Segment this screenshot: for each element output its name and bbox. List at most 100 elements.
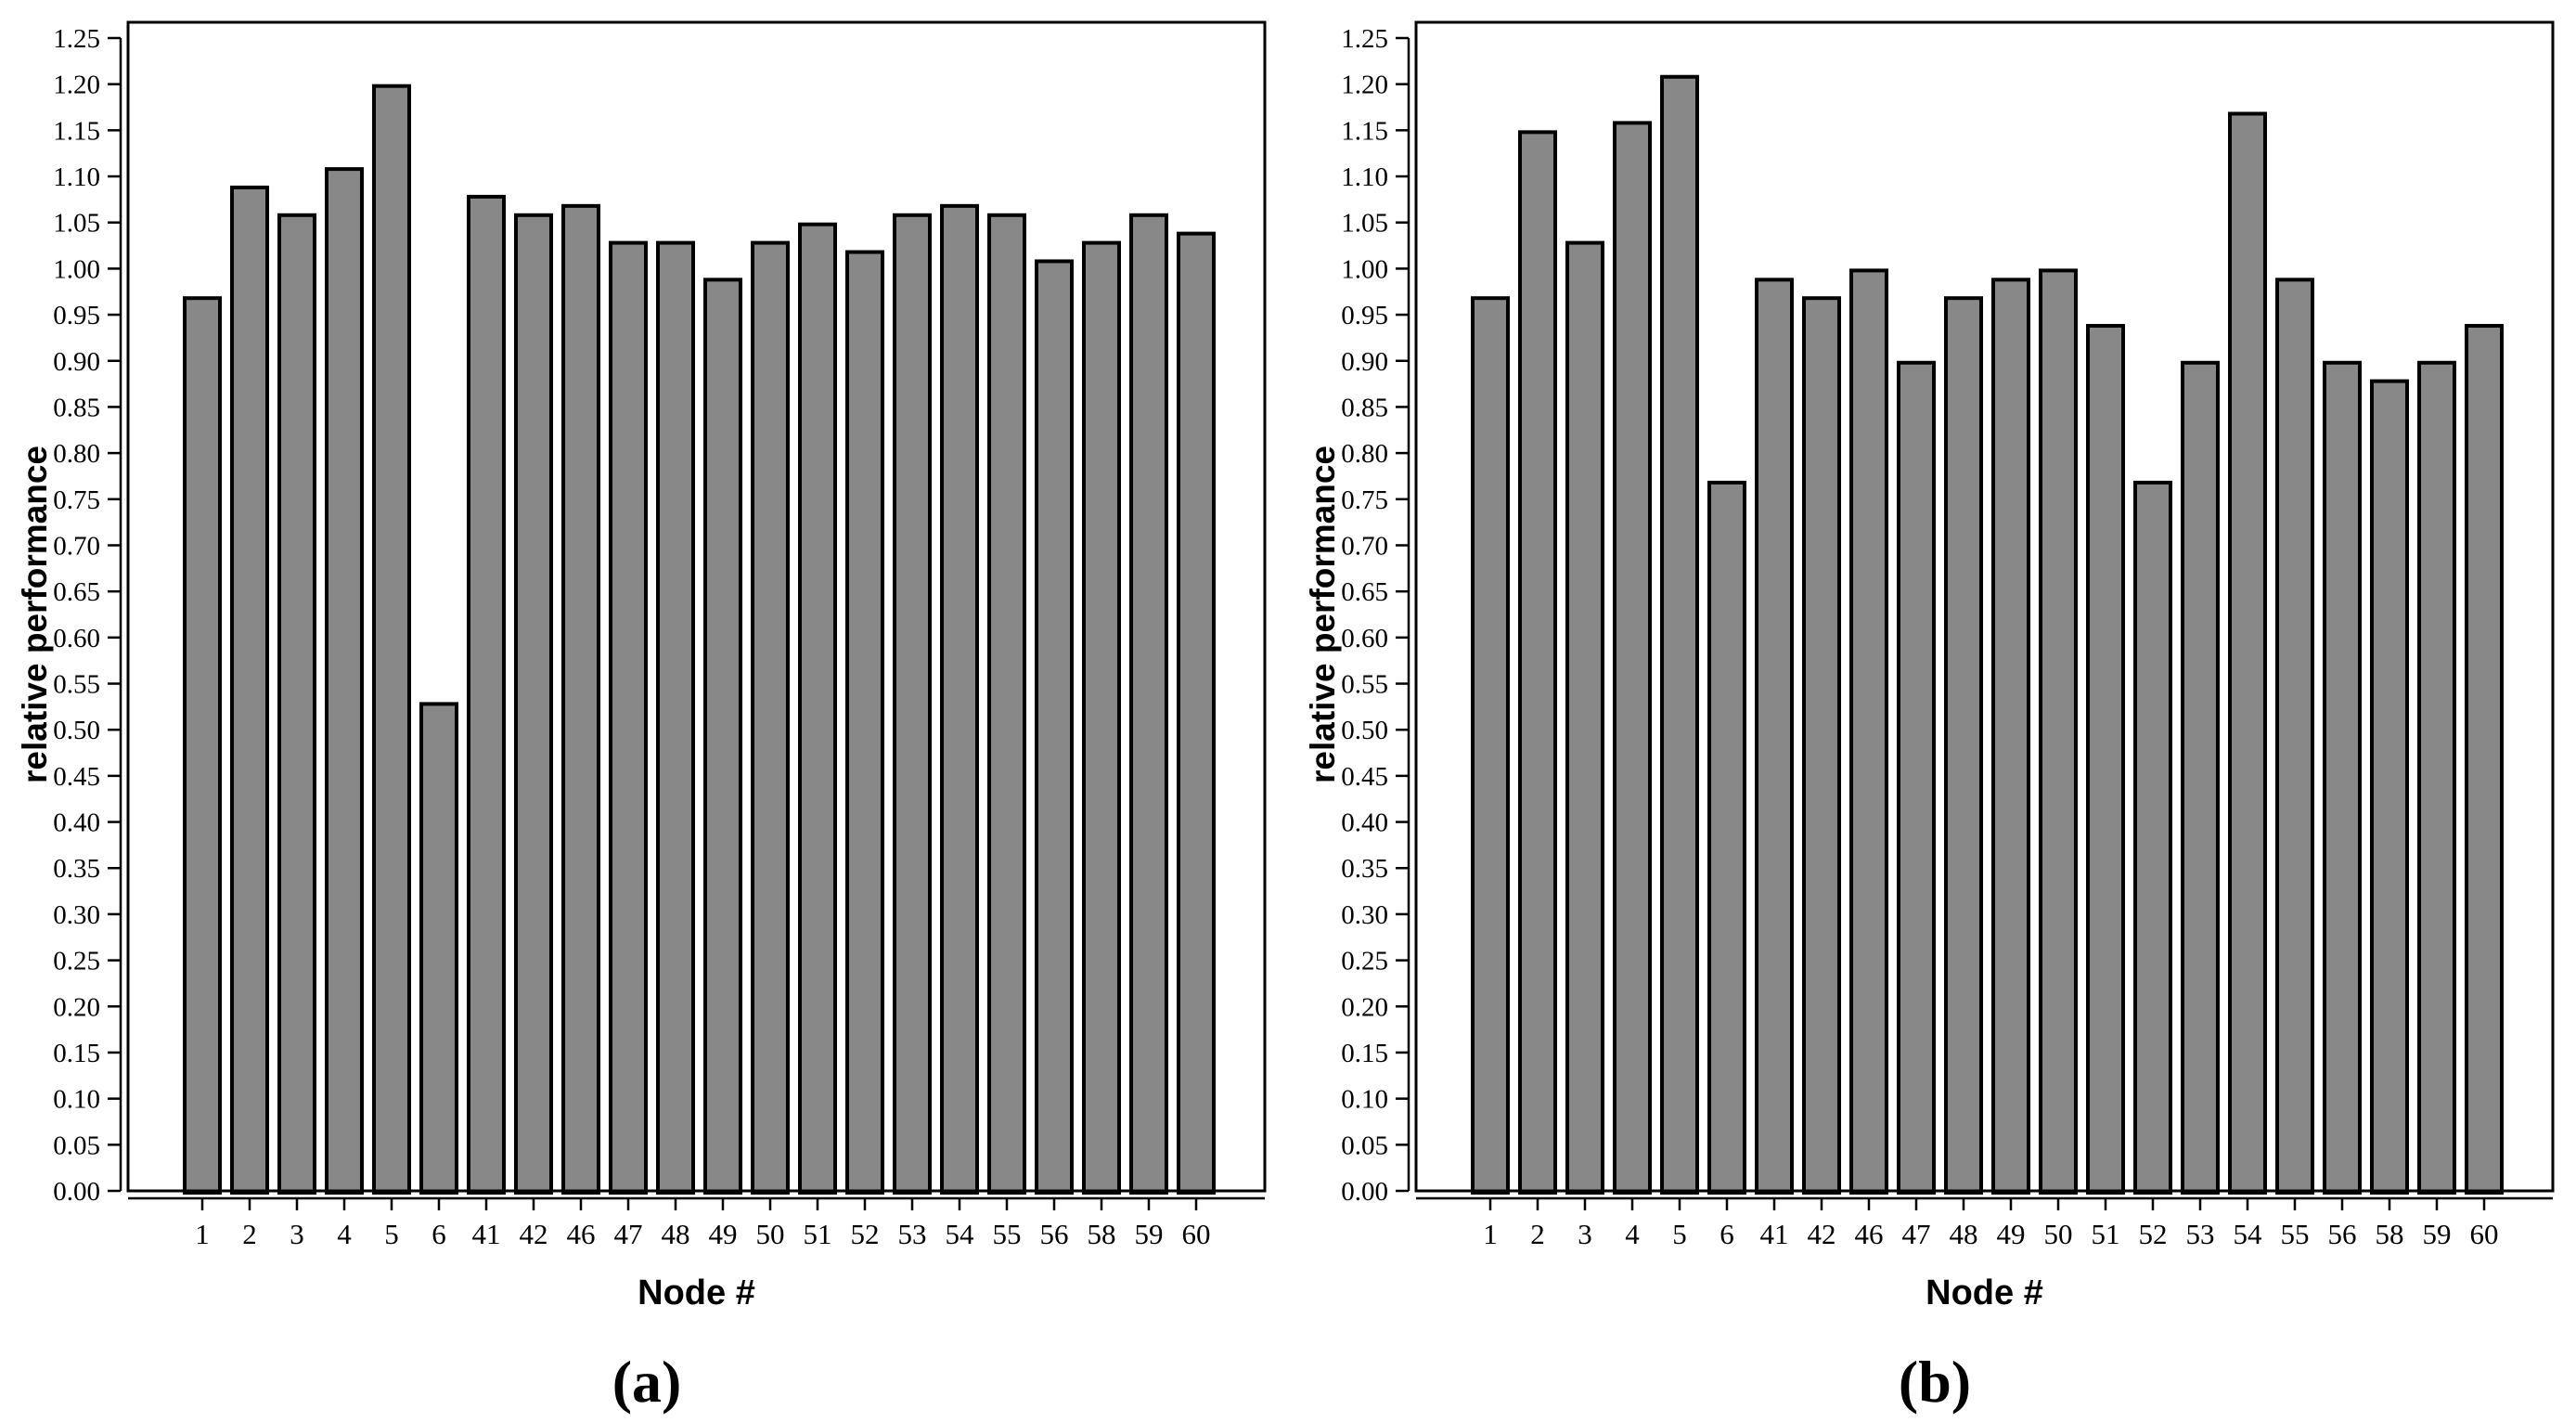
bar-node-2 bbox=[1518, 130, 1557, 1196]
x-tick-label: 51 bbox=[804, 1218, 832, 1250]
y-tick-label: 0.85 bbox=[1341, 393, 1388, 422]
y-axis-title: relative performance bbox=[1304, 446, 1342, 783]
y-tick-label: 0.75 bbox=[1341, 485, 1388, 515]
chart-panel-b: 0.00 0.05 0.10 0.15 0.20 0.25 0.30 0.35 0.40 0.45… bbox=[1304, 20, 2555, 1415]
y-tick-label: 1.05 bbox=[1341, 209, 1388, 239]
x-tick-label: 60 bbox=[1182, 1218, 1211, 1250]
y-tick-label: 0.50 bbox=[1341, 716, 1388, 745]
x-tick-label: 59 bbox=[1135, 1218, 1164, 1250]
y-axis: 0.00 0.05 0.10 0.15 0.20 0.25 0.30 0.35 0.40 0.45… bbox=[1341, 24, 1410, 1207]
x-tick-label: 41 bbox=[472, 1218, 501, 1250]
y-tick-label: 0.55 bbox=[1341, 670, 1388, 700]
y-tick-label: 0.40 bbox=[1341, 808, 1388, 838]
bar-node-53 bbox=[2181, 360, 2220, 1195]
bar-node-42 bbox=[514, 213, 553, 1195]
panel-caption-b: (b) bbox=[1899, 1349, 1971, 1415]
x-tick-label: 58 bbox=[2376, 1218, 2404, 1250]
y-tick-label: 0.45 bbox=[53, 762, 100, 792]
y-tick-label: 0.05 bbox=[53, 1131, 100, 1160]
bar-node-60 bbox=[1177, 231, 1216, 1195]
x-tick-label: 4 bbox=[1625, 1218, 1640, 1250]
x-tick-label: 56 bbox=[2328, 1218, 2357, 1250]
y-axis: 0.00 0.05 0.10 0.15 0.20 0.25 0.30 0.35 0.40 0.45… bbox=[53, 24, 122, 1207]
bar-node-46 bbox=[561, 203, 600, 1195]
x-tick-label: 50 bbox=[756, 1218, 785, 1250]
bar-node-46 bbox=[1849, 268, 1888, 1195]
y-tick-label: 1.20 bbox=[1341, 71, 1388, 100]
y-tick-label: 0.30 bbox=[53, 900, 100, 930]
y-tick-label: 0.90 bbox=[1341, 347, 1388, 377]
y-tick-label: 0.65 bbox=[53, 577, 100, 607]
x-tick-label: 3 bbox=[290, 1218, 304, 1250]
y-tick-label: 0.95 bbox=[1341, 301, 1388, 330]
x-tick-label: 46 bbox=[567, 1218, 596, 1250]
x-axis-title: Node # bbox=[1926, 1273, 2043, 1312]
x-tick-label: 5 bbox=[1672, 1218, 1687, 1250]
bar-node-52 bbox=[845, 250, 884, 1195]
y-tick-label: 1.15 bbox=[53, 116, 100, 146]
x-tick-label: 4 bbox=[337, 1218, 352, 1250]
x-tick-label: 58 bbox=[1088, 1218, 1116, 1250]
x-tick-label: 53 bbox=[2186, 1218, 2215, 1250]
bar-node-4 bbox=[1613, 121, 1652, 1196]
x-tick-label: 56 bbox=[1040, 1218, 1069, 1250]
bar-node-59 bbox=[1129, 213, 1168, 1195]
bar-node-47 bbox=[1897, 360, 1936, 1195]
bars-group bbox=[183, 84, 1216, 1196]
bar-node-50 bbox=[751, 240, 790, 1196]
y-tick-label: 1.10 bbox=[53, 162, 100, 192]
bar-node-51 bbox=[2086, 324, 2125, 1195]
y-tick-label: 0.65 bbox=[1341, 577, 1388, 607]
y-tick-label: 0.70 bbox=[53, 531, 100, 561]
bar-node-58 bbox=[1082, 240, 1121, 1196]
y-tick-label: 0.25 bbox=[53, 947, 100, 976]
bar-node-53 bbox=[893, 213, 932, 1195]
x-tick-label: 6 bbox=[431, 1218, 446, 1250]
y-tick-label: 0.60 bbox=[53, 624, 100, 653]
bar-node-56 bbox=[1035, 259, 1074, 1195]
y-tick-label: 1.20 bbox=[53, 71, 100, 100]
x-tick-label: 1 bbox=[1483, 1218, 1498, 1250]
bar-node-58 bbox=[2370, 379, 2409, 1195]
y-tick-label: 0.55 bbox=[53, 670, 100, 700]
y-tick-label: 0.80 bbox=[1341, 439, 1388, 469]
x-axis: 1 2 3 4 5 6 41 42 46 47 48 49 50 51 52 53 54 55 56 58 59 60 bbox=[128, 1196, 1265, 1250]
bar-node-60 bbox=[2465, 324, 2504, 1195]
y-tick-label: 1.00 bbox=[53, 254, 100, 284]
y-tick-label: 0.35 bbox=[53, 854, 100, 884]
y-tick-label: 0.20 bbox=[53, 992, 100, 1022]
y-tick-label: 0.30 bbox=[1341, 900, 1388, 930]
y-tick-label: 0.90 bbox=[53, 347, 100, 377]
x-tick-label: 42 bbox=[1808, 1218, 1836, 1250]
y-tick-label: 1.25 bbox=[53, 24, 100, 54]
x-tick-label: 48 bbox=[662, 1218, 690, 1250]
x-tick-label: 50 bbox=[2044, 1218, 2073, 1250]
bar-node-50 bbox=[2039, 268, 2078, 1195]
x-tick-label: 6 bbox=[1719, 1218, 1734, 1250]
x-tick-label: 3 bbox=[1578, 1218, 1592, 1250]
bar-node-47 bbox=[609, 240, 648, 1196]
x-tick-label: 52 bbox=[2139, 1218, 2168, 1250]
bar-node-55 bbox=[2275, 278, 2314, 1195]
y-tick-label: 0.15 bbox=[1341, 1039, 1388, 1068]
y-tick-label: 1.05 bbox=[53, 209, 100, 239]
bar-node-41 bbox=[1755, 278, 1794, 1195]
y-tick-label: 1.15 bbox=[1341, 116, 1388, 146]
bar-node-49 bbox=[703, 278, 742, 1195]
x-axis-title: Node # bbox=[638, 1273, 755, 1312]
y-axis-title: relative performance bbox=[16, 446, 54, 783]
x-tick-label: 1 bbox=[195, 1218, 210, 1250]
bar-node-48 bbox=[656, 240, 695, 1196]
x-tick-label: 42 bbox=[520, 1218, 548, 1250]
plot-frame bbox=[126, 20, 1267, 1193]
bars-group bbox=[1471, 74, 2504, 1196]
x-tick-label: 54 bbox=[2234, 1218, 2263, 1250]
y-tick-label: 0.00 bbox=[53, 1177, 100, 1207]
bar-node-41 bbox=[467, 194, 506, 1196]
bar-node-5 bbox=[372, 84, 411, 1195]
plot-frame bbox=[1414, 20, 2555, 1193]
x-axis: 1 2 3 4 5 6 41 42 46 47 48 49 50 51 52 53 54 55 56 58 59 60 bbox=[1416, 1196, 2553, 1250]
y-tick-label: 0.00 bbox=[1341, 1177, 1388, 1207]
x-tick-label: 41 bbox=[1760, 1218, 1789, 1250]
